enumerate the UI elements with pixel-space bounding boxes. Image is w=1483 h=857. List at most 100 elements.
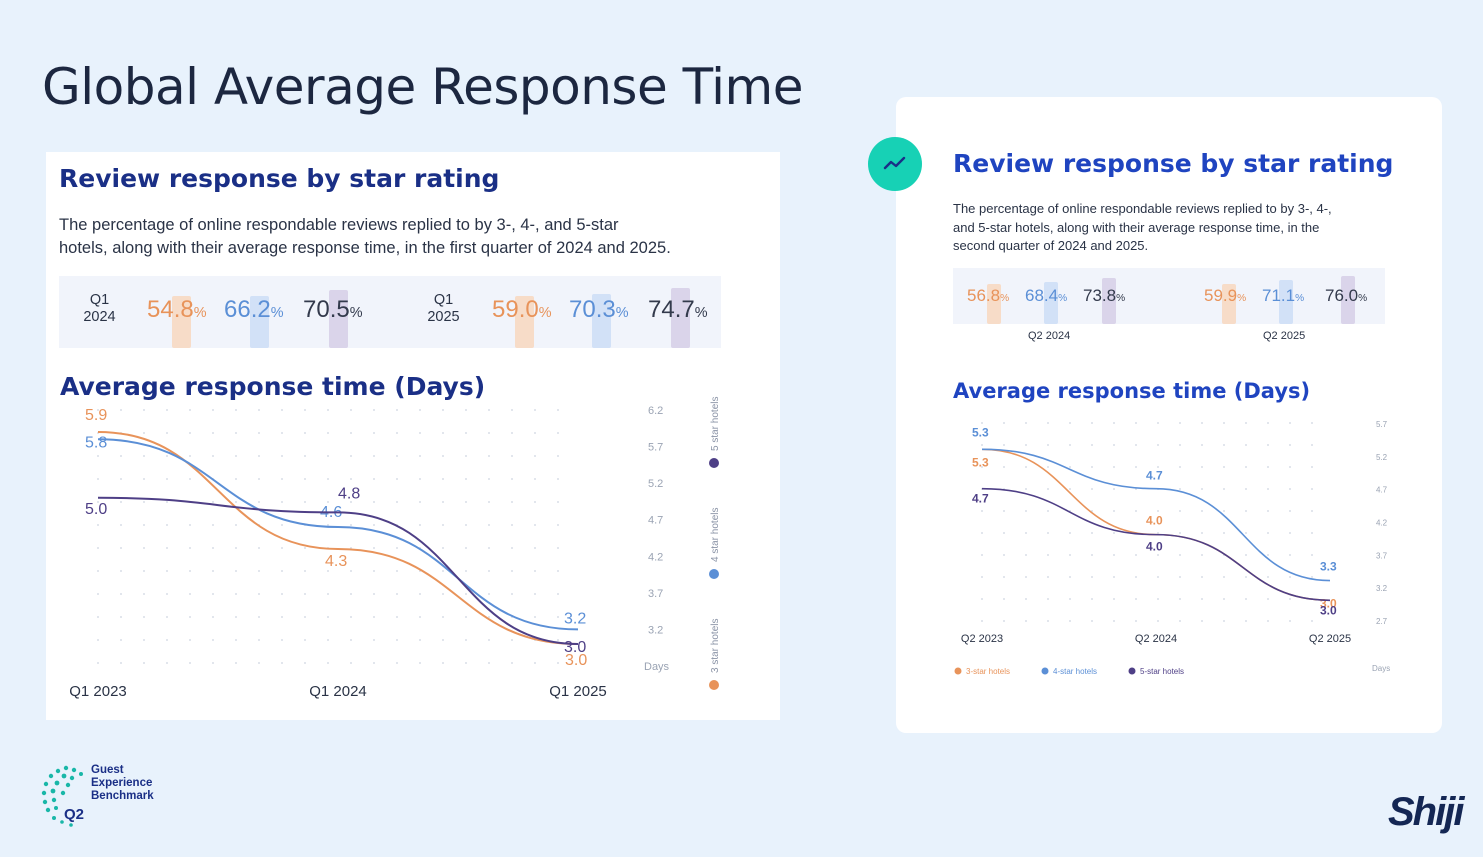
quarter-line1: Q1 [89, 292, 110, 308]
grid-dot [212, 547, 214, 549]
grid-dot [442, 524, 444, 526]
slide-title: Global Average Response Time [42, 58, 804, 116]
grid-dot [1311, 576, 1313, 578]
grid-dot [258, 662, 260, 664]
legend-marker-3-star [709, 680, 719, 690]
grid-dot [981, 444, 983, 446]
grid-dot [327, 478, 329, 480]
grid-dot [166, 501, 168, 503]
grid-dot [1223, 576, 1225, 578]
grid-dot [1223, 444, 1225, 446]
grid-dot [981, 620, 983, 622]
grid-dot [419, 639, 421, 641]
grid-dot [1157, 466, 1159, 468]
legend-label-4-star: 4-star hotels [1053, 667, 1097, 676]
legend-label-5-star: 5 star hotels [710, 397, 721, 451]
grid-dot [442, 432, 444, 434]
pct-4-star-q2-2024: 68.4% [1025, 286, 1068, 305]
grid-dot [419, 455, 421, 457]
grid-dot [442, 662, 444, 664]
grid-dot [258, 455, 260, 457]
grid-dot [1003, 466, 1005, 468]
grid-dot [1267, 620, 1269, 622]
grid-dot [350, 524, 352, 526]
left-card-description-line1: The percentage of online respondable rev… [59, 216, 619, 234]
grid-dot [373, 639, 375, 641]
grid-dot [258, 639, 260, 641]
grid-dot [1267, 466, 1269, 468]
grid-dot [1157, 444, 1159, 446]
grid-dot [1003, 422, 1005, 424]
grid-dot [419, 616, 421, 618]
grid-dot [1201, 620, 1203, 622]
grid-dot [981, 532, 983, 534]
grid-dot [465, 524, 467, 526]
grid-dot [534, 455, 536, 457]
dot-globe-icon [41, 765, 83, 827]
grid-dot [281, 593, 283, 595]
grid-dot [373, 524, 375, 526]
grid-dot [281, 662, 283, 664]
grid-dot [1311, 444, 1313, 446]
legend-marker-5-star [709, 458, 719, 468]
grid-dot [1157, 510, 1159, 512]
grid-dot [212, 455, 214, 457]
grid-dot [304, 547, 306, 549]
grid-dot [97, 616, 99, 618]
grid-dot [1201, 466, 1203, 468]
grid-dot [258, 616, 260, 618]
grid-dot [373, 662, 375, 664]
grid-dot [1047, 598, 1049, 600]
grid-dot [1003, 532, 1005, 534]
grid-dot [281, 409, 283, 411]
grid-dot [143, 662, 145, 664]
grid-dot [1047, 576, 1049, 578]
grid-dot [396, 593, 398, 595]
grid-dot [350, 478, 352, 480]
grid-dot [1091, 576, 1093, 578]
grid-dot [465, 501, 467, 503]
grid-dot [1245, 510, 1247, 512]
grid-dot [442, 409, 444, 411]
grid-dot [373, 593, 375, 595]
bar-3-star-q1-2025 [515, 296, 534, 348]
grid-dot [1289, 576, 1291, 578]
grid-dot [1179, 620, 1181, 622]
y-axis-unit-label: Days [644, 661, 670, 673]
grid-dot [212, 524, 214, 526]
grid-dot [1289, 510, 1291, 512]
grid-dot [1179, 576, 1181, 578]
bar-3-star-q1-2024 [172, 296, 191, 348]
grid-dot [373, 501, 375, 503]
grid-dot [1069, 532, 1071, 534]
grid-dot [235, 570, 237, 572]
x-tick-label: Q1 2023 [69, 683, 127, 700]
grid-dot [143, 570, 145, 572]
grid-dot [235, 639, 237, 641]
bar-5-star-q1-2025 [671, 288, 690, 348]
grid-dot [442, 639, 444, 641]
grid-dot [1069, 598, 1071, 600]
grid-dot [1311, 466, 1313, 468]
left-chart-title: Average response time (Days) [60, 372, 486, 401]
grid-dot [511, 501, 513, 503]
data-label: 4.3 [325, 553, 347, 570]
grid-dot [534, 501, 536, 503]
grid-dot [1267, 488, 1269, 490]
grid-dot [1025, 554, 1027, 556]
grid-dot [1289, 488, 1291, 490]
grid-dot [1091, 554, 1093, 556]
quarter-line2: 2025 [427, 309, 460, 326]
grid-dot [327, 455, 329, 457]
grid-dot [1245, 488, 1247, 490]
legend-marker-4-star [709, 569, 719, 579]
grid-dot [465, 547, 467, 549]
grid-dot [143, 501, 145, 503]
benchmark-wordmark: Guest Experience Benchmark [91, 764, 154, 803]
grid-dot [981, 422, 983, 424]
grid-dot [396, 547, 398, 549]
grid-dot [1047, 444, 1049, 446]
grid-dot [511, 524, 513, 526]
grid-dot [1157, 532, 1159, 534]
data-label: 3.0 [565, 652, 587, 669]
